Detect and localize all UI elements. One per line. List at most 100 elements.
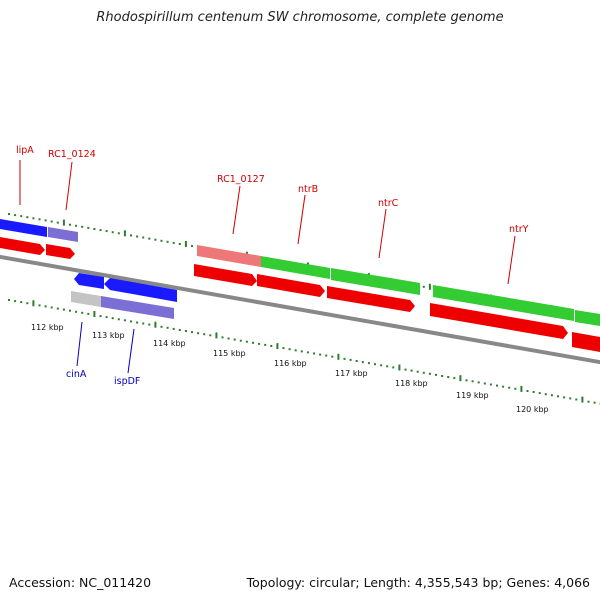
- minor-tick: [374, 363, 376, 366]
- gene-RC1_0127[interactable]: [197, 245, 261, 267]
- minor-tick: [142, 322, 145, 325]
- major-tick: [62, 219, 65, 226]
- minor-tick: [209, 334, 212, 337]
- cds-arrow[interactable]: [194, 264, 257, 286]
- leader-ispDF: [127, 328, 135, 374]
- cds-arrow[interactable]: [572, 332, 600, 352]
- minor-tick: [20, 215, 23, 218]
- minor-tick: [361, 361, 364, 364]
- minor-tick: [50, 306, 53, 309]
- minor-tick: [117, 318, 120, 321]
- kbp-label: 118 kbp: [395, 379, 428, 388]
- minor-tick: [160, 325, 163, 328]
- cds-arrow[interactable]: [430, 303, 568, 339]
- minor-tick: [56, 307, 59, 310]
- minor-tick: [483, 382, 486, 385]
- minor-tick: [178, 243, 181, 245]
- minor-tick: [422, 371, 425, 374]
- minor-tick: [435, 373, 437, 376]
- minor-tick: [81, 225, 84, 228]
- gene-ispDF[interactable]: [101, 296, 174, 319]
- minor-tick: [123, 319, 126, 322]
- minor-tick: [62, 308, 65, 311]
- gene-RC1_0124[interactable]: [48, 227, 78, 242]
- kbp-label: 119 kbp: [456, 391, 489, 400]
- major-tick: [428, 283, 431, 290]
- minor-tick: [453, 377, 456, 380]
- minor-tick: [245, 340, 248, 343]
- minor-tick: [300, 350, 303, 353]
- minor-tick: [526, 390, 529, 392]
- minor-tick: [252, 341, 254, 344]
- cds-arrow[interactable]: [327, 286, 415, 312]
- gene-ntrC[interactable]: [331, 268, 420, 295]
- minor-tick: [587, 400, 590, 403]
- major-tick: [520, 385, 523, 392]
- minor-tick: [557, 395, 559, 398]
- minor-tick: [69, 309, 71, 312]
- minor-tick: [313, 352, 315, 355]
- minor-tick: [239, 339, 242, 342]
- minor-tick: [44, 219, 47, 222]
- minor-tick: [349, 358, 352, 361]
- cds-arrow[interactable]: [0, 237, 45, 255]
- minor-tick: [197, 332, 200, 335]
- minor-tick: [550, 394, 553, 397]
- minor-tick: [172, 327, 175, 330]
- minor-tick: [172, 241, 175, 244]
- minor-tick: [355, 360, 358, 362]
- minor-tick: [221, 336, 224, 339]
- label-ntrY: ntrY: [509, 224, 529, 235]
- minor-tick: [111, 231, 114, 234]
- minor-tick: [331, 355, 334, 358]
- major-tick: [93, 311, 96, 317]
- genome-summary-text: Topology: circular; Length: 4,355,543 bp…: [246, 575, 590, 590]
- minor-tick: [404, 368, 407, 371]
- minor-tick: [154, 238, 157, 241]
- leader-RC1_0127: [232, 185, 241, 235]
- minor-tick: [105, 230, 108, 233]
- kbp-label: 113 kbp: [92, 331, 125, 340]
- gene-lipA[interactable]: [0, 219, 47, 237]
- gene-ntrY[interactable]: [433, 285, 574, 321]
- minor-tick: [20, 301, 23, 304]
- minor-tick: [26, 216, 29, 219]
- minor-tick: [514, 387, 517, 390]
- gene-ntrB[interactable]: [261, 256, 330, 279]
- minor-tick: [136, 321, 139, 324]
- chromosome-backbone: [0, 254, 600, 365]
- minor-tick: [166, 240, 169, 243]
- minor-tick: [191, 331, 193, 334]
- kbp-label: 116 kbp: [274, 359, 307, 368]
- label-ntrB: ntrB: [298, 184, 318, 195]
- cds-arrow-reverse[interactable]: [74, 273, 104, 289]
- minor-tick: [306, 351, 309, 354]
- minor-tick: [136, 235, 139, 238]
- minor-tick: [508, 386, 511, 389]
- map-title: Rhodospirillum centenum SW chromosome, c…: [96, 10, 504, 25]
- cds-arrow[interactable]: [46, 244, 75, 259]
- minor-tick: [69, 223, 71, 226]
- minor-tick: [502, 385, 505, 388]
- minor-tick: [367, 362, 370, 365]
- gene-cinA[interactable]: [71, 291, 101, 307]
- cds-arrow[interactable]: [257, 274, 325, 297]
- minor-tick: [593, 401, 596, 404]
- leader-cinA: [76, 321, 83, 367]
- minor-tick: [282, 347, 285, 350]
- kbp-label: 117 kbp: [335, 369, 368, 378]
- minor-tick: [38, 218, 41, 221]
- minor-tick: [8, 213, 10, 215]
- minor-tick: [130, 234, 132, 237]
- minor-tick: [569, 397, 572, 400]
- gene-next[interactable]: [575, 310, 600, 326]
- major-tick: [184, 241, 187, 247]
- major-tick: [276, 343, 279, 350]
- label-RC1_0127: RC1_0127: [217, 174, 265, 185]
- minor-tick: [56, 221, 59, 224]
- cds-arrow-reverse[interactable]: [104, 278, 177, 302]
- minor-tick: [343, 357, 346, 360]
- label-leaders: [19, 160, 516, 374]
- minor-tick: [264, 343, 267, 346]
- leader-ntrC: [378, 208, 387, 259]
